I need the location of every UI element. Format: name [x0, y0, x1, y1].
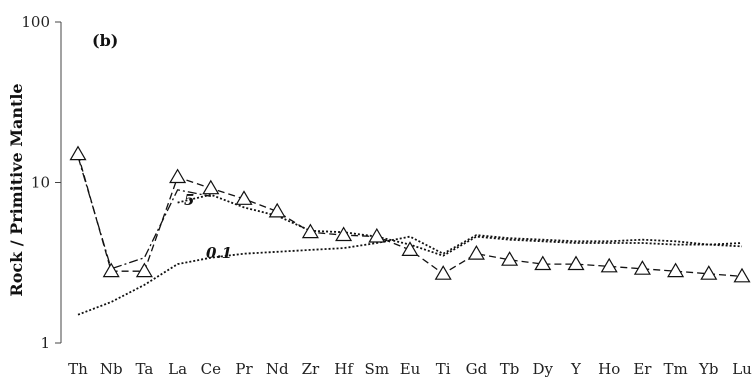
x-tick-label-ta: Ta [136, 360, 154, 378]
data-point-hf [335, 226, 353, 242]
series-line-1 [77, 156, 211, 270]
x-tick-label-hf: Hf [334, 360, 354, 378]
data-point-tm [667, 262, 685, 278]
data-point-eu [401, 241, 419, 256]
x-tick-label-yb: Yb [698, 360, 719, 378]
y-tick-label: 10 [31, 174, 50, 192]
x-tick-label-ce: Ce [201, 360, 221, 378]
x-tick-label-pr: Pr [235, 360, 253, 378]
data-point-nb [102, 262, 120, 278]
x-tick-label-nb: Nb [100, 360, 123, 378]
y-axis-label: Rock / Primitive Mantle [7, 83, 26, 296]
curve-label-0-1: 0.1 [206, 244, 232, 262]
x-tick-label-eu: Eu [400, 360, 421, 378]
x-tick-label-dy: Dy [533, 360, 554, 378]
x-tick-label-sm: Sm [365, 360, 390, 378]
data-point-sm [368, 227, 386, 243]
data-point-ce [202, 179, 220, 195]
data-point-ta [135, 262, 153, 278]
data-point-la [169, 168, 187, 184]
x-tick-label-la: La [168, 360, 187, 378]
x-tick-label-ti: Ti [436, 360, 451, 378]
series-line-3 [77, 234, 743, 316]
data-point-th [69, 145, 87, 161]
x-tick-label-th: Th [68, 360, 88, 378]
labels: (b) Rock / Primitive Mantle 5 0.1 [7, 31, 232, 297]
data-point-lu [733, 267, 751, 283]
marker-layer [69, 145, 751, 283]
axes: 1 10 100 Th Nb Ta La Ce Pr Nd Zr Hf Sm Eu Ti Gd Tb Dy Y Ho E… [21, 13, 752, 378]
y-tick-label: 1 [40, 334, 50, 352]
y-tick-label: 100 [21, 13, 50, 31]
curve-label-5: 5 [184, 191, 194, 209]
x-tick-label-ho: Ho [598, 360, 620, 378]
x-tick-label-nd: Nd [266, 360, 289, 378]
panel-label: (b) [92, 31, 118, 50]
x-tick-label-er: Er [633, 360, 652, 378]
data-point-tb [501, 251, 519, 266]
data-point-zr [301, 223, 319, 239]
x-tick-label-tb: Tb [500, 360, 520, 378]
x-tick-label-tm: Tm [663, 360, 687, 378]
data-point-dy [534, 255, 552, 271]
x-tick-label-zr: Zr [302, 360, 320, 378]
x-tick-label-lu: Lu [732, 360, 752, 378]
x-tick-label-y: Y [570, 360, 582, 378]
data-point-yb [700, 265, 718, 280]
series-line-2 [177, 193, 743, 257]
data-point-gd [467, 245, 485, 260]
x-tick-label-gd: Gd [466, 360, 488, 378]
data-point-nd [268, 202, 286, 218]
data-point-ho [600, 257, 618, 273]
data-point-y [567, 255, 585, 271]
data-point-er [633, 260, 651, 275]
data-point-pr [235, 190, 253, 205]
data-point-ti [434, 265, 452, 280]
